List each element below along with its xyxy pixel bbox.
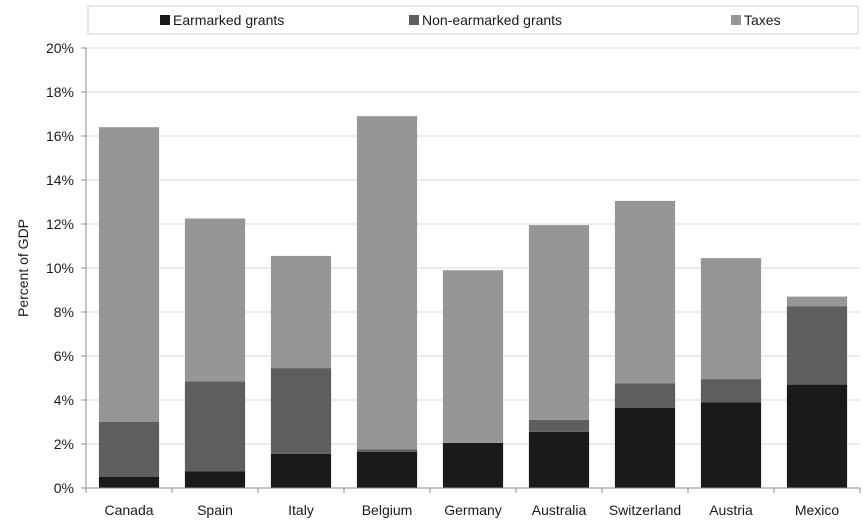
bar-canada-taxes [98,127,160,422]
legend-swatch-earmarked-grants [160,15,170,25]
bar-canada-earmarked-grants [98,477,160,488]
bar-australia-non-earmarked-grants [528,419,590,432]
bar-spain-earmarked-grants [184,471,246,488]
y-tick-label: 8% [54,304,74,320]
x-tick-label-spain: Spain [197,502,233,518]
legend-label-earmarked-grants: Earmarked grants [173,12,284,28]
x-tick-label-australia: Australia [532,502,587,518]
bar-switzerland-earmarked-grants [614,407,676,488]
bar-germany-taxes [442,270,504,443]
bar-italy-non-earmarked-grants [270,368,332,454]
y-tick-label: 0% [54,480,74,496]
legend: Earmarked grants Non-earmarked grants Ta… [87,5,859,35]
bar-belgium-non-earmarked-grants [356,449,418,452]
y-tick-label: 10% [46,260,74,276]
x-tick-label-austria: Austria [709,502,753,518]
x-tick-label-switzerland: Switzerland [609,502,681,518]
bar-canada-non-earmarked-grants [98,422,160,477]
legend-label-non-earmarked-grants: Non-earmarked grants [422,12,562,28]
bar-mexico-earmarked-grants [786,384,848,488]
x-tick-label-canada: Canada [104,502,153,518]
bar-spain-non-earmarked-grants [184,381,246,472]
legend-swatch-taxes [731,15,741,25]
bar-belgium-earmarked-grants [356,451,418,488]
y-tick-label: 2% [54,436,74,452]
legend-swatch-non-earmarked-grants [409,15,419,25]
y-axis-ticks: 0% 2% 4% 6% 8% 10% 12% 14% 16% 18% 20% [46,40,86,496]
legend-item-taxes: Taxes [731,12,781,28]
y-tick-label: 16% [46,128,74,144]
bar-italy-earmarked-grants [270,453,332,488]
y-tick-label: 14% [46,172,74,188]
x-tick-label-belgium: Belgium [362,502,413,518]
y-axis-title: Percent of GDP [15,219,31,317]
bar-australia-earmarked-grants [528,431,590,488]
bars [98,116,848,488]
x-axis-ticks: Canada Spain Italy Belgium Germany Australia S… [85,488,861,518]
bar-belgium-taxes [356,116,418,450]
bar-switzerland-taxes [614,200,676,384]
y-tick-label: 6% [54,348,74,364]
bar-australia-taxes [528,225,590,420]
y-tick-label: 20% [46,40,74,56]
bar-mexico-taxes [786,296,848,307]
legend-box [87,5,859,35]
legend-label-taxes: Taxes [744,12,781,28]
bar-germany-earmarked-grants [442,442,504,488]
bar-mexico-non-earmarked-grants [786,306,848,385]
y-tick-label: 12% [46,216,74,232]
bar-austria-taxes [700,258,762,380]
y-tick-label: 18% [46,84,74,100]
x-tick-label-mexico: Mexico [795,502,840,518]
y-tick-label: 4% [54,392,74,408]
bar-spain-taxes [184,218,246,382]
legend-item-earmarked-grants: Earmarked grants [160,12,284,28]
x-tick-label-italy: Italy [288,502,314,518]
bar-austria-non-earmarked-grants [700,379,762,403]
bar-italy-taxes [270,255,332,369]
legend-item-non-earmarked-grants: Non-earmarked grants [409,12,562,28]
x-tick-label-germany: Germany [444,502,502,518]
bar-switzerland-non-earmarked-grants [614,383,676,408]
bar-austria-earmarked-grants [700,402,762,488]
